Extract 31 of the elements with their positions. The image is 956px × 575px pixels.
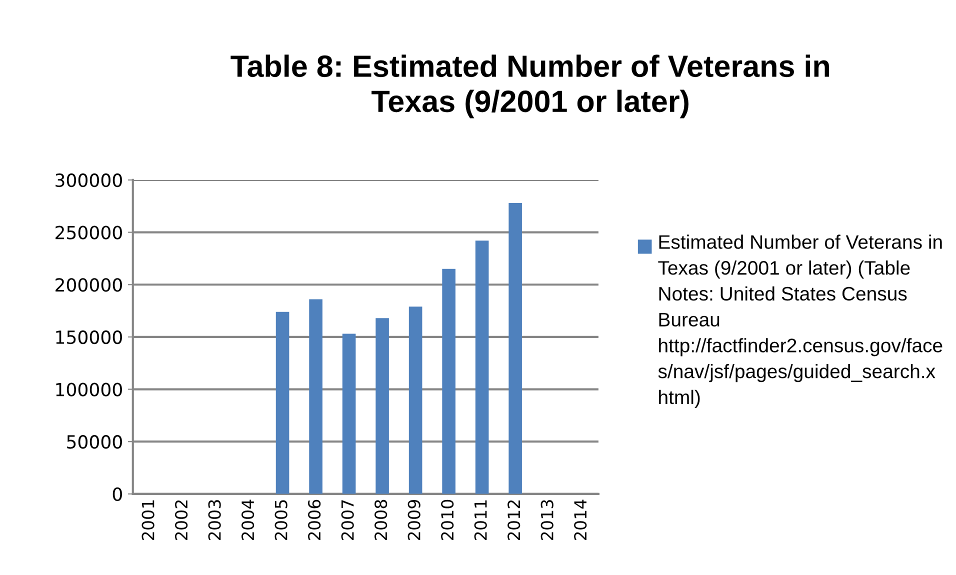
y-tick-label: 300000 — [56, 173, 122, 188]
x-tick-label: 2001 — [142, 500, 154, 540]
x-tick-label: 2007 — [341, 500, 354, 540]
x-tick-label: 2013 — [540, 500, 554, 540]
bar — [309, 299, 322, 494]
bar — [408, 306, 422, 494]
y-tick-label: 0 — [112, 487, 122, 502]
x-tick-label: 2012 — [508, 500, 520, 540]
x-tick-label: 2002 — [174, 500, 188, 540]
y-tick-label: 250000 — [56, 226, 122, 240]
x-tick-label: 2006 — [308, 500, 321, 540]
y-tick-label: 50000 — [67, 435, 122, 449]
bar — [475, 240, 489, 494]
x-tick-label: 2005 — [274, 500, 288, 540]
x-tick-label: 2010 — [441, 500, 454, 540]
x-tick-label: 2008 — [374, 500, 388, 540]
bar — [376, 318, 389, 494]
x-tick-label: 2011 — [474, 500, 487, 540]
legend-label: Estimated Number of Veterans in Texas (9/2001 or later) (Table Notes: United States Census Bureau http://factfinder2.census.gov/faces/nav/jsf/pages/guided_search.xhtml) — [658, 234, 942, 408]
y-tick-label: 200000 — [56, 278, 122, 292]
x-tick-label: 2009 — [408, 500, 420, 540]
y-tick-label: 100000 — [56, 382, 122, 396]
x-tick-label: 2003 — [208, 500, 221, 540]
x-tick-label: 2004 — [242, 500, 254, 540]
bar — [342, 334, 356, 494]
bar — [442, 268, 456, 494]
x-tick-label: 2014 — [574, 500, 587, 540]
chart-title: Table 8: Estimated Number of Veterans in Texas (9/2001 or later) — [230, 54, 829, 118]
bar — [276, 312, 290, 494]
y-tick-label: 150000 — [56, 330, 122, 344]
bar — [508, 203, 522, 494]
